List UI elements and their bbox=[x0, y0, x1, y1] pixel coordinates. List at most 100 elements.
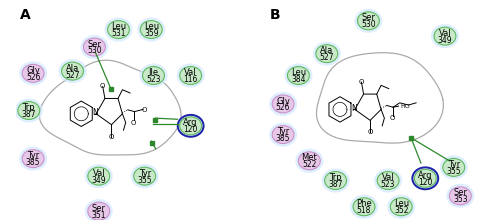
Text: Trp: Trp bbox=[22, 103, 35, 112]
Text: N: N bbox=[351, 104, 356, 113]
Text: Met: Met bbox=[302, 153, 317, 162]
Ellipse shape bbox=[134, 167, 156, 185]
Ellipse shape bbox=[434, 27, 456, 45]
Ellipse shape bbox=[269, 92, 297, 116]
Ellipse shape bbox=[358, 12, 380, 30]
Text: 120: 120 bbox=[184, 125, 198, 134]
Text: 359: 359 bbox=[144, 29, 158, 38]
Text: Ser: Ser bbox=[362, 13, 376, 23]
Ellipse shape bbox=[142, 67, 165, 84]
Text: 518: 518 bbox=[357, 206, 371, 215]
Text: 352: 352 bbox=[394, 206, 408, 215]
Ellipse shape bbox=[440, 155, 468, 179]
Ellipse shape bbox=[272, 95, 294, 113]
Ellipse shape bbox=[130, 164, 158, 188]
Text: A: A bbox=[20, 8, 31, 22]
Text: Arg: Arg bbox=[418, 171, 432, 180]
Text: Ile: Ile bbox=[148, 68, 158, 77]
Text: Leu: Leu bbox=[394, 199, 409, 208]
Ellipse shape bbox=[88, 202, 110, 220]
Ellipse shape bbox=[322, 168, 349, 192]
Text: Gly: Gly bbox=[26, 66, 40, 75]
Ellipse shape bbox=[390, 198, 412, 216]
Ellipse shape bbox=[414, 169, 436, 187]
Ellipse shape bbox=[18, 101, 40, 120]
Text: Val: Val bbox=[382, 173, 394, 182]
Text: Arg: Arg bbox=[184, 118, 198, 128]
Ellipse shape bbox=[353, 198, 375, 216]
Text: O: O bbox=[109, 134, 114, 140]
Text: Leu: Leu bbox=[144, 22, 159, 31]
Text: 351: 351 bbox=[92, 211, 106, 220]
Ellipse shape bbox=[85, 199, 113, 221]
Text: B: B bbox=[270, 8, 280, 22]
Ellipse shape bbox=[62, 62, 84, 80]
Text: Gly: Gly bbox=[276, 97, 290, 106]
Text: 385: 385 bbox=[26, 158, 40, 167]
Ellipse shape bbox=[313, 42, 341, 66]
Ellipse shape bbox=[446, 184, 474, 208]
Text: 527: 527 bbox=[66, 70, 80, 80]
Ellipse shape bbox=[324, 171, 346, 189]
Text: O: O bbox=[130, 120, 136, 126]
Ellipse shape bbox=[284, 63, 312, 88]
Text: 527: 527 bbox=[320, 53, 334, 62]
Ellipse shape bbox=[84, 38, 106, 56]
Text: Tyr: Tyr bbox=[277, 127, 289, 136]
Ellipse shape bbox=[88, 167, 110, 185]
Text: 349: 349 bbox=[438, 36, 452, 45]
Text: 355: 355 bbox=[446, 167, 461, 176]
Text: HO: HO bbox=[401, 104, 410, 109]
Ellipse shape bbox=[387, 195, 415, 219]
Text: 120: 120 bbox=[418, 178, 432, 187]
Ellipse shape bbox=[80, 35, 108, 59]
Text: 349: 349 bbox=[92, 175, 106, 185]
Ellipse shape bbox=[443, 158, 464, 176]
Ellipse shape bbox=[350, 195, 378, 219]
Text: Ala: Ala bbox=[320, 46, 334, 55]
Text: O: O bbox=[100, 84, 105, 90]
Text: N: N bbox=[92, 108, 98, 117]
Ellipse shape bbox=[104, 17, 132, 42]
Text: Ser: Ser bbox=[92, 204, 106, 213]
Ellipse shape bbox=[354, 9, 382, 33]
Ellipse shape bbox=[22, 64, 44, 82]
Ellipse shape bbox=[19, 147, 47, 171]
Ellipse shape bbox=[180, 67, 202, 84]
Text: Val: Val bbox=[438, 29, 452, 38]
Ellipse shape bbox=[85, 164, 113, 188]
Text: O: O bbox=[368, 129, 373, 135]
Text: 523: 523 bbox=[381, 180, 396, 189]
Ellipse shape bbox=[288, 67, 310, 84]
Text: O: O bbox=[358, 79, 364, 85]
Text: Tyr: Tyr bbox=[27, 151, 40, 160]
Text: 384: 384 bbox=[291, 75, 306, 84]
Text: Tyr: Tyr bbox=[138, 169, 151, 178]
Text: 355: 355 bbox=[138, 175, 152, 185]
Text: Phe: Phe bbox=[356, 199, 372, 208]
Ellipse shape bbox=[272, 126, 294, 143]
Ellipse shape bbox=[15, 99, 43, 122]
Text: 530: 530 bbox=[361, 20, 376, 29]
Ellipse shape bbox=[140, 63, 168, 88]
Text: 526: 526 bbox=[26, 73, 40, 82]
Ellipse shape bbox=[450, 187, 471, 205]
Text: 523: 523 bbox=[146, 75, 160, 84]
Ellipse shape bbox=[412, 166, 440, 190]
Text: O: O bbox=[142, 107, 147, 114]
Ellipse shape bbox=[374, 168, 402, 192]
Ellipse shape bbox=[269, 122, 297, 147]
Ellipse shape bbox=[431, 24, 459, 48]
Text: 522: 522 bbox=[302, 160, 316, 169]
Text: 387: 387 bbox=[22, 110, 36, 119]
Ellipse shape bbox=[316, 45, 338, 63]
Text: 530: 530 bbox=[87, 46, 102, 55]
Ellipse shape bbox=[22, 150, 44, 168]
Ellipse shape bbox=[296, 149, 324, 173]
Ellipse shape bbox=[377, 171, 399, 189]
Text: 385: 385 bbox=[276, 134, 290, 143]
Ellipse shape bbox=[19, 61, 47, 85]
Text: Ala: Ala bbox=[66, 64, 79, 73]
Ellipse shape bbox=[140, 21, 162, 38]
Ellipse shape bbox=[176, 114, 204, 138]
